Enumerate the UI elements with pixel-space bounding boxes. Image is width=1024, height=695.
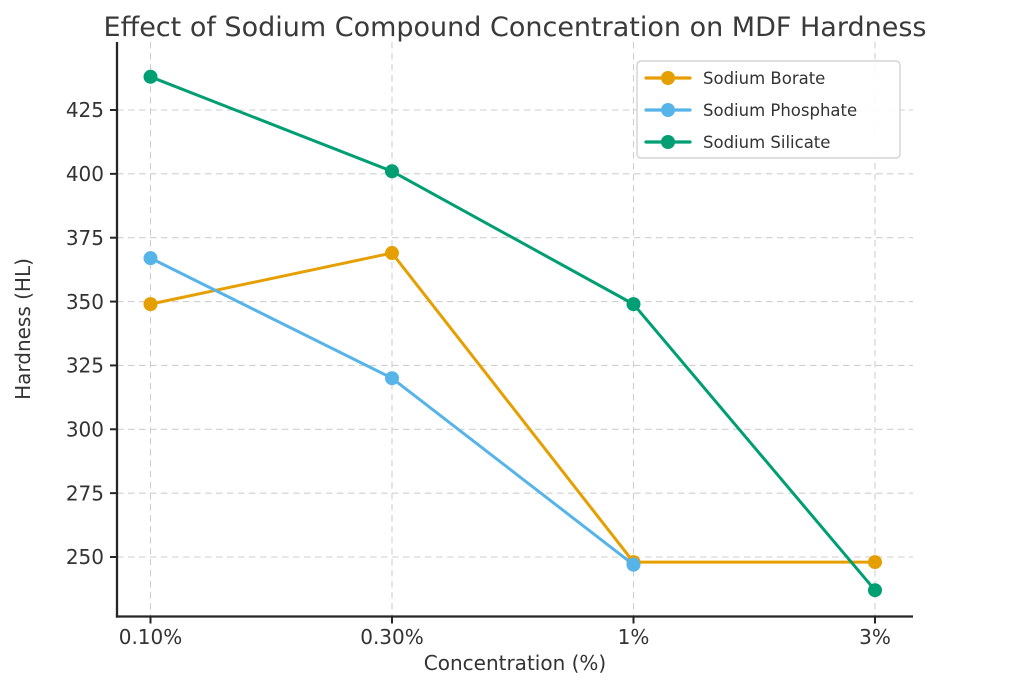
legend-box (636, 60, 901, 159)
legend-label-sodium-borate: Sodium Borate (703, 69, 825, 88)
legend-label-sodium-silicate: Sodium Silicate (703, 133, 830, 152)
x-axis-label: Concentration (%) (424, 651, 606, 675)
data-point-sodium-silicate (626, 297, 641, 312)
y-tick-label-375: 375 (66, 226, 104, 250)
y-axis-label: Hardness (HL) (11, 258, 35, 400)
data-point-sodium-borate (868, 555, 882, 570)
data-point-sodium-silicate (143, 69, 158, 84)
x-tick-label-0.30%: 0.30% (360, 625, 424, 649)
y-tick-label-325: 325 (66, 354, 104, 378)
data-point-sodium-borate (385, 246, 399, 261)
y-tick-label-250: 250 (66, 545, 104, 569)
data-point-sodium-silicate (868, 583, 882, 598)
data-point-sodium-borate (143, 297, 158, 312)
x-tick-label-1%: 1% (618, 625, 650, 649)
legend-sample-marker (661, 71, 675, 85)
series-line-sodium-silicate (149, 75, 877, 592)
plot-area: 250 275 300 325 350 375 400 425 0.10% 0.30% 1% 3% So… (66, 42, 913, 649)
data-point-sodium-silicate (385, 164, 399, 179)
legend-label-sodium-phosphate: Sodium Phosphate (703, 101, 857, 120)
y-tick-label-425: 425 (66, 98, 104, 122)
series-line-sodium-borate (149, 251, 877, 564)
x-tick-label-0.10%: 0.10% (119, 625, 183, 649)
data-point-sodium-phosphate (385, 371, 399, 386)
y-tick-label-400: 400 (66, 162, 104, 186)
legend-sample-marker (661, 103, 675, 117)
data-point-sodium-phosphate (143, 251, 158, 266)
x-tick-label-3%: 3% (859, 625, 891, 649)
legend-sample-marker (661, 135, 675, 149)
chart-title: Effect of Sodium Compound Concentration … (104, 12, 927, 43)
y-tick-label-350: 350 (66, 290, 104, 314)
y-tick-label-275: 275 (66, 481, 104, 505)
y-tick-label-300: 300 (66, 417, 104, 441)
data-point-sodium-phosphate (626, 557, 641, 572)
